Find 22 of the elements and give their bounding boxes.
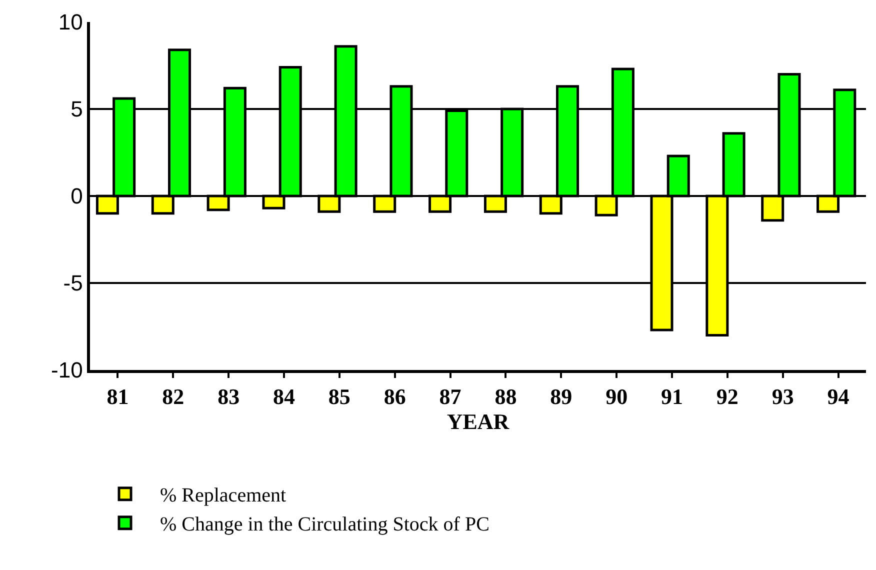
y-tick-label: -10: [51, 358, 83, 383]
x-tick-label: 89: [550, 384, 572, 410]
x-tick-label: 93: [772, 384, 794, 410]
x-tick-label: 82: [162, 384, 184, 410]
x-tick-label: 94: [827, 384, 850, 410]
x-tick-label: 90: [606, 384, 628, 410]
x-tick-label: 81: [106, 384, 129, 410]
x-tick-label: 87: [439, 384, 462, 410]
legend-label: % Replacement: [160, 484, 286, 507]
y-tick-label: 10: [58, 10, 83, 35]
x-tick-label: 86: [384, 384, 406, 410]
x-tick-label: 92: [716, 384, 738, 410]
y-tick-label: 0: [70, 184, 83, 209]
x-tick-label: 84: [273, 384, 295, 410]
y-tick-label: 5: [70, 96, 83, 122]
x-tick-label: 91: [661, 384, 683, 410]
x-tick-label: 88: [494, 384, 517, 410]
x-tick-label: 85: [328, 384, 350, 410]
x-tick-label: 83: [218, 384, 240, 410]
legend-label: % Change in the Circulating Stock of PC: [160, 514, 490, 536]
y-tick-label: -5: [63, 270, 83, 296]
x-axis-title: YEAR: [446, 409, 510, 434]
